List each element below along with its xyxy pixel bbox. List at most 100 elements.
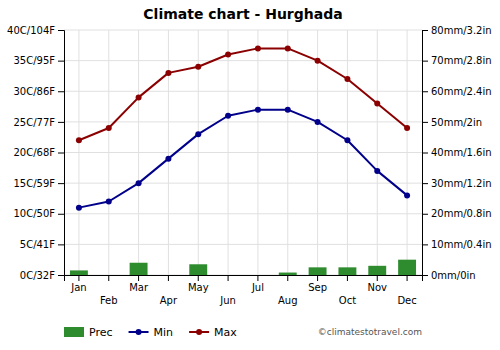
grid-line [317, 30, 318, 275]
tick-label: 80mm/3.2in [431, 25, 492, 36]
grid-line [64, 91, 422, 92]
grid-line [64, 152, 422, 153]
tick: Mar [129, 275, 149, 293]
tick-label: Mar [129, 282, 149, 293]
tick: Nov [367, 275, 387, 293]
tick-label: Dec [397, 295, 416, 306]
plot-area [70, 45, 416, 275]
bar [130, 263, 148, 275]
tick-label: Feb [100, 295, 118, 306]
tick-label: 50mm/2in [431, 117, 482, 128]
marker [374, 101, 380, 107]
legend-swatch [136, 329, 142, 335]
marker [404, 125, 410, 131]
tick-mark [407, 275, 408, 281]
tick-mark [58, 91, 64, 92]
tick: 40mm/1.6in [422, 147, 492, 158]
bar [398, 260, 416, 275]
grid-line [287, 30, 288, 275]
tick-mark [108, 275, 109, 281]
tick: 10C/50F [13, 208, 64, 219]
tick-mark [58, 183, 64, 184]
bar [189, 264, 207, 275]
tick-label: 0C/32F [20, 270, 55, 281]
marker [225, 52, 231, 58]
tick-mark [422, 214, 428, 215]
tick: 25C/77F [13, 117, 64, 128]
axis-line [423, 31, 429, 276]
grid-line [64, 30, 422, 31]
grid-line [64, 244, 422, 245]
tick: 0C/32F [20, 270, 64, 281]
legend-label: Prec [89, 326, 113, 339]
tick-mark [58, 30, 64, 31]
legend-swatch [64, 327, 84, 337]
bar [70, 270, 88, 275]
marker [285, 107, 291, 113]
grid-line [78, 30, 79, 275]
tick-label: 30mm/1.2in [431, 178, 492, 189]
tick-label: Oct [339, 295, 356, 306]
series [70, 260, 416, 275]
marker [165, 156, 171, 162]
bar [309, 267, 327, 275]
line [79, 48, 407, 140]
marker [165, 70, 171, 76]
tick-mark [198, 275, 199, 281]
tick-label: 60mm/2.4in [431, 86, 492, 97]
tick: Dec [397, 275, 416, 306]
tick-mark [422, 122, 428, 123]
tick: Jan [70, 275, 86, 293]
legend-label: Min [154, 326, 174, 339]
tick-label: 40C/104F [7, 25, 55, 36]
grid-line [257, 30, 258, 275]
tick-mark [78, 275, 79, 281]
tick-mark [168, 275, 169, 281]
marker [255, 45, 261, 51]
tick: 0mm/0in [422, 270, 476, 281]
grid-line [64, 60, 422, 61]
marker [106, 199, 112, 205]
legend-item: Min [129, 326, 174, 339]
tick-label: 20C/68F [13, 147, 55, 158]
marker [404, 192, 410, 198]
marker [136, 94, 142, 100]
tick-label: 15C/59F [13, 178, 55, 189]
marker [344, 76, 350, 82]
bar [279, 273, 297, 275]
tick: Oct [339, 275, 356, 306]
axis-line [58, 31, 65, 276]
marker [255, 107, 261, 113]
tick-label: May [188, 282, 209, 293]
marker [225, 113, 231, 119]
tick: 70mm/2.8in [422, 55, 492, 66]
grid-line [64, 183, 422, 184]
marker [315, 119, 321, 125]
legend-label: Max [214, 326, 237, 339]
tick-label: 35C/95F [13, 55, 55, 66]
tick-mark [422, 183, 428, 184]
tick: 40C/104F [7, 25, 64, 36]
tick-mark [287, 275, 288, 281]
tick-mark [317, 275, 318, 281]
tick-label: Apr [160, 295, 178, 306]
tick-label: 0mm/0in [431, 270, 476, 281]
tick: May [188, 275, 209, 293]
tick-label: 10mm/0.4in [431, 239, 492, 250]
tick: Sep [308, 275, 327, 293]
tick-label: 25C/77F [13, 117, 55, 128]
tick: 10mm/0.4in [422, 239, 492, 250]
tick-mark [138, 275, 139, 281]
x-axis: JanFebMarAprMayJunJulAugSepOctNovDec [65, 275, 423, 306]
tick: 20mm/0.8in [422, 208, 492, 219]
marker [285, 45, 291, 51]
grid-line [347, 30, 348, 275]
tick-label: 10C/50F [13, 208, 55, 219]
tick-label: Jan [70, 282, 86, 293]
tick: 30C/86F [13, 86, 64, 97]
tick-mark [422, 153, 428, 154]
tick-mark [58, 153, 64, 154]
tick-label: 40mm/1.6in [431, 147, 492, 158]
marker [344, 137, 350, 143]
tick: 60mm/2.4in [422, 86, 492, 97]
